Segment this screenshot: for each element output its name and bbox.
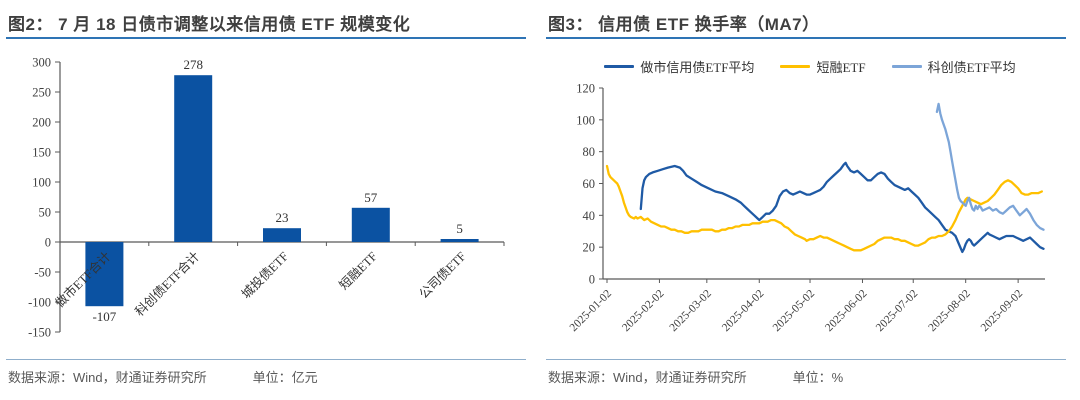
svg-text:120: 120 xyxy=(576,82,595,96)
svg-text:公司债ETF: 公司债ETF xyxy=(417,249,469,301)
credit-bond-etf-scale-bar-chart: 300 250 200 150 100 50 0 -50 -100 -150 -107 278 23 57… xyxy=(28,56,505,340)
bar-value-labels: -107 278 23 57 5 xyxy=(92,57,462,324)
svg-text:科创债ETF合计: 科创债ETF合计 xyxy=(132,249,203,320)
figure2-title: 图2： 7 月 18 日债市调整以来信用债 ETF 规模变化 xyxy=(8,15,411,34)
legend-line-swatch-icon xyxy=(780,65,811,68)
figure2-source-row: 数据来源：Wind，财通证券研究所 单位：亿元 xyxy=(8,367,532,386)
legend-label: 短融ETF xyxy=(816,60,866,75)
svg-text:100: 100 xyxy=(576,113,595,127)
svg-text:2025-05-02: 2025-05-02 xyxy=(771,287,818,334)
figure2-unit: 单位：亿元 xyxy=(252,370,318,385)
legend-item-2: 科创债ETF平均 xyxy=(891,57,1016,76)
legend-line-swatch-icon xyxy=(604,65,635,68)
svg-text:80: 80 xyxy=(583,145,596,159)
figure3-source: 数据来源：Wind，财通证券研究所 xyxy=(548,370,747,385)
svg-text:200: 200 xyxy=(32,116,51,130)
svg-text:100: 100 xyxy=(32,176,51,190)
svg-text:278: 278 xyxy=(183,57,203,72)
svg-text:2025-01-02: 2025-01-02 xyxy=(568,287,615,334)
svg-text:2025-03-02: 2025-03-02 xyxy=(668,287,715,334)
svg-text:60: 60 xyxy=(583,177,596,191)
svg-text:2025-09-02: 2025-09-02 xyxy=(979,287,1026,334)
legend-label: 做市信用债ETF平均 xyxy=(640,60,755,75)
figure3-unit: 单位：% xyxy=(792,370,844,385)
bar-4 xyxy=(440,239,479,242)
svg-text:-50: -50 xyxy=(34,266,51,280)
bar-1 xyxy=(174,75,213,242)
line-x-axis: 2025-01-02 2025-02-02 2025-03-02 2025-04-02… xyxy=(568,278,1045,334)
svg-text:2025-06-02: 2025-06-02 xyxy=(823,287,870,334)
turnover-chart-legend: 做市信用债ETF平均 短融ETF 科创债ETF平均 xyxy=(540,57,1080,76)
line-y-axis: 0 20 40 60 80 100 120 xyxy=(576,82,604,287)
bar-3 xyxy=(351,207,390,242)
bars xyxy=(85,75,479,307)
svg-text:2025-08-02: 2025-08-02 xyxy=(926,287,973,334)
svg-text:2025-02-02: 2025-02-02 xyxy=(620,287,667,334)
series-line-1 xyxy=(605,164,1043,252)
bar-2 xyxy=(263,228,301,242)
legend-item-0: 做市信用债ETF平均 xyxy=(604,57,754,76)
bar-x-axis xyxy=(59,241,505,246)
figure3-panel: 图3： 信用债 ETF 换手率（MA7） 做市信用债ETF平均 短融ETF 科创债E… xyxy=(540,0,1080,400)
figure2-divider xyxy=(6,359,526,360)
svg-text:50: 50 xyxy=(39,206,52,220)
figure3-title: 图3： 信用债 ETF 换手率（MA7） xyxy=(548,15,820,34)
bar-y-axis: 300 250 200 150 100 50 0 -50 -100 -150 xyxy=(28,56,61,340)
figure2-panel: 图2： 7 月 18 日债市调整以来信用债 ETF 规模变化 300 250 200… xyxy=(6,4,532,386)
svg-text:23: 23 xyxy=(276,210,289,225)
svg-text:城投债ETF: 城投债ETF xyxy=(238,248,291,301)
svg-text:300: 300 xyxy=(32,56,51,70)
svg-text:57: 57 xyxy=(364,190,378,205)
series-line-2 xyxy=(935,102,1045,231)
figure3-source-row: 数据来源：Wind，财通证券研究所 单位：% xyxy=(548,367,1072,386)
svg-text:0: 0 xyxy=(45,236,51,250)
legend-line-swatch-icon xyxy=(891,65,922,68)
svg-text:-100: -100 xyxy=(28,296,51,310)
figure2-title-block: 图2： 7 月 18 日债市调整以来信用债 ETF 规模变化 xyxy=(6,4,526,39)
svg-text:-150: -150 xyxy=(28,326,51,340)
figure2-source: 数据来源：Wind，财通证券研究所 xyxy=(8,370,207,385)
svg-text:2025-07-02: 2025-07-02 xyxy=(874,287,921,334)
svg-text:-107: -107 xyxy=(92,309,116,324)
svg-text:5: 5 xyxy=(456,221,463,236)
legend-label: 科创债ETF平均 xyxy=(927,60,1016,75)
svg-text:150: 150 xyxy=(32,146,51,160)
svg-text:40: 40 xyxy=(583,209,596,223)
svg-text:20: 20 xyxy=(583,241,596,255)
svg-text:短融ETF: 短融ETF xyxy=(337,249,380,292)
figure3-divider xyxy=(546,359,1066,360)
bar-0 xyxy=(85,242,124,307)
legend-item-1: 短融ETF xyxy=(780,57,866,76)
figure3-title-block: 图3： 信用债 ETF 换手率（MA7） xyxy=(546,4,1066,39)
svg-text:250: 250 xyxy=(32,86,51,100)
svg-text:0: 0 xyxy=(589,273,595,287)
series-line-0 xyxy=(639,161,1045,254)
svg-text:2025-04-02: 2025-04-02 xyxy=(720,287,767,334)
